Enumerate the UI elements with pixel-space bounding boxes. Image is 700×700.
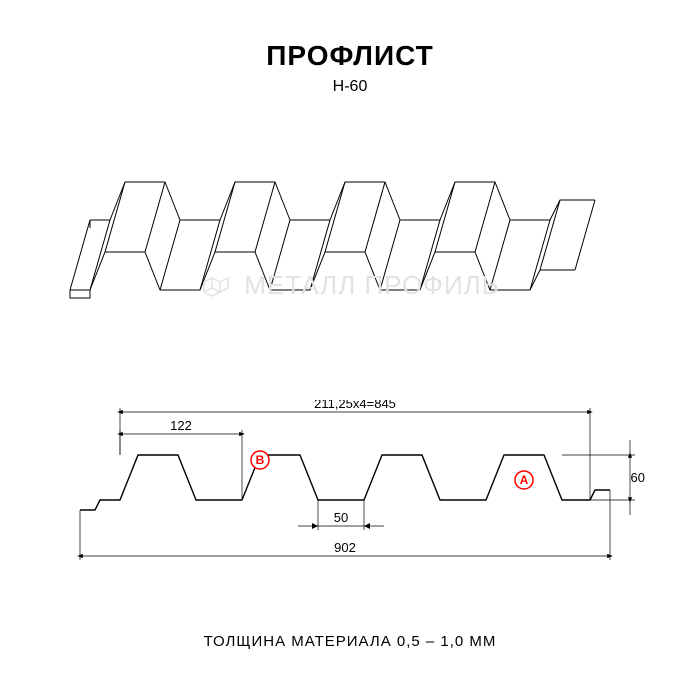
- dim-height: 60: [631, 470, 645, 485]
- watermark: МЕТАЛЛ ПРОФИЛЬ: [0, 270, 700, 301]
- isometric-view: [50, 160, 650, 345]
- svg-text:A: A: [520, 473, 529, 487]
- thickness-label: ТОЛЩИНА МАТЕРИАЛА 0,5 – 1,0 ММ: [0, 633, 700, 650]
- technical-drawing: 211,25х4=845 122 50 902: [50, 400, 650, 605]
- dim-bottom-flat: 50: [334, 510, 348, 525]
- marker-a: A: [515, 471, 533, 489]
- dim-total: 211,25х4=845: [314, 400, 396, 411]
- dim-pitch: 122: [170, 418, 192, 433]
- page-title: ПРОФЛИСТ: [0, 40, 700, 72]
- svg-text:B: B: [256, 453, 265, 467]
- watermark-logo-icon: [200, 272, 234, 300]
- dim-overall: 902: [334, 540, 356, 555]
- marker-b: B: [251, 451, 269, 469]
- page-subtitle: H-60: [0, 78, 700, 96]
- watermark-text: МЕТАЛЛ ПРОФИЛЬ: [244, 270, 500, 301]
